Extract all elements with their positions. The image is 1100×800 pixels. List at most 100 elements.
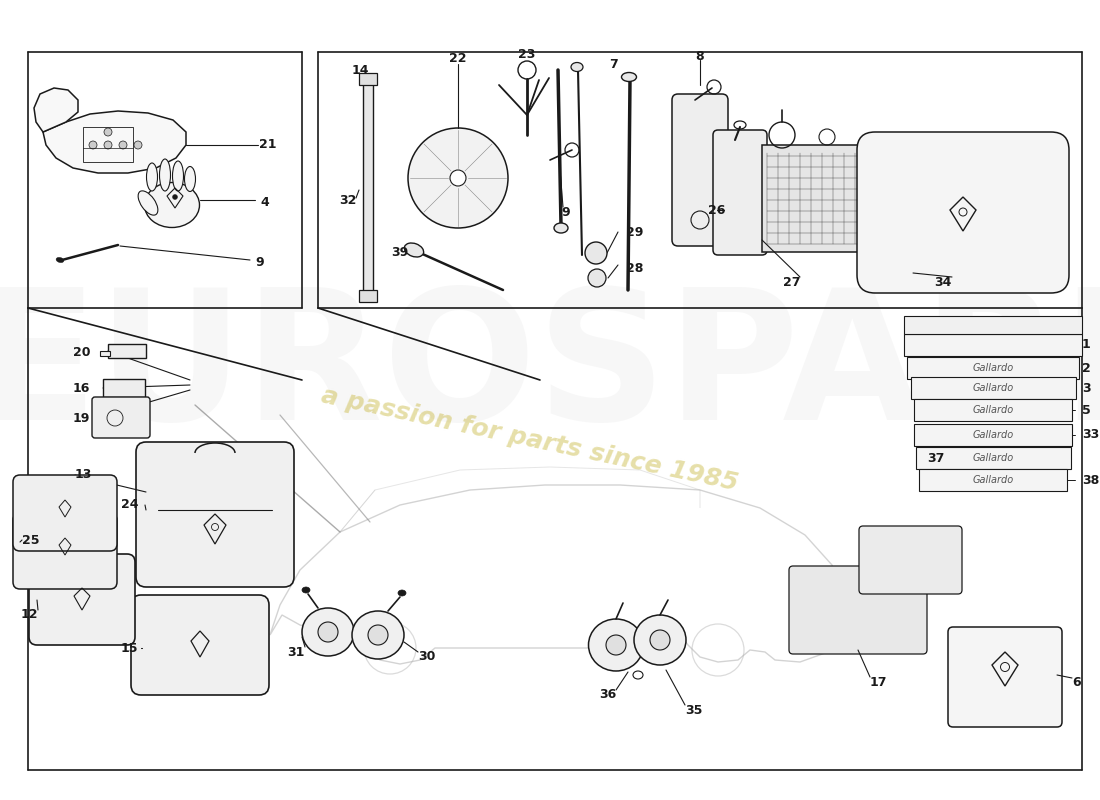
FancyBboxPatch shape <box>136 442 294 587</box>
Ellipse shape <box>405 243 424 257</box>
Text: 24: 24 <box>121 498 138 511</box>
Text: 23: 23 <box>518 49 536 62</box>
Bar <box>911 377 1076 399</box>
Text: 27: 27 <box>782 275 800 289</box>
Text: 9: 9 <box>255 255 264 269</box>
FancyBboxPatch shape <box>131 595 270 695</box>
Bar <box>904 334 1082 356</box>
Text: 31: 31 <box>287 646 305 658</box>
Text: 22: 22 <box>449 51 466 65</box>
FancyBboxPatch shape <box>29 554 135 645</box>
Text: 16: 16 <box>73 382 90 394</box>
Text: 4: 4 <box>261 195 270 209</box>
Text: Gallardo: Gallardo <box>972 430 1013 440</box>
Bar <box>108 344 146 358</box>
FancyBboxPatch shape <box>92 397 150 438</box>
Text: 7: 7 <box>609 58 618 70</box>
Ellipse shape <box>554 223 568 233</box>
Circle shape <box>318 622 338 642</box>
Bar <box>103 379 145 397</box>
Ellipse shape <box>621 73 637 82</box>
Ellipse shape <box>302 608 354 656</box>
Circle shape <box>588 269 606 287</box>
Ellipse shape <box>302 587 310 593</box>
Text: 39: 39 <box>390 246 408 258</box>
FancyBboxPatch shape <box>672 94 728 246</box>
Bar <box>100 351 110 356</box>
Ellipse shape <box>588 619 643 671</box>
Text: a passion for parts since 1985: a passion for parts since 1985 <box>319 384 740 496</box>
Bar <box>359 290 377 302</box>
Text: 8: 8 <box>695 50 704 62</box>
Text: 1: 1 <box>1082 338 1091 351</box>
Text: 28: 28 <box>626 262 644 274</box>
Circle shape <box>89 141 97 149</box>
Circle shape <box>585 242 607 264</box>
FancyBboxPatch shape <box>13 513 117 589</box>
Text: Gallardo: Gallardo <box>972 383 1013 393</box>
Bar <box>82 127 133 162</box>
Text: 36: 36 <box>598 689 616 702</box>
Text: 26: 26 <box>707 203 725 217</box>
Text: 17: 17 <box>870 675 888 689</box>
Ellipse shape <box>398 590 406 596</box>
Text: 15: 15 <box>121 642 138 654</box>
Ellipse shape <box>160 159 170 191</box>
Text: 5: 5 <box>1082 403 1091 417</box>
Bar <box>918 469 1067 491</box>
Ellipse shape <box>56 258 64 262</box>
Circle shape <box>104 141 112 149</box>
FancyBboxPatch shape <box>948 627 1062 727</box>
Ellipse shape <box>139 191 158 215</box>
Text: 38: 38 <box>1082 474 1099 486</box>
Text: 2: 2 <box>1082 362 1091 374</box>
Text: 14: 14 <box>351 63 369 77</box>
Text: 12: 12 <box>21 609 38 622</box>
Bar <box>363 75 373 300</box>
Text: 33: 33 <box>1082 429 1099 442</box>
FancyBboxPatch shape <box>13 475 117 551</box>
Circle shape <box>450 170 466 186</box>
Circle shape <box>650 630 670 650</box>
Text: Gallardo: Gallardo <box>972 475 1013 485</box>
Ellipse shape <box>571 62 583 71</box>
Bar <box>908 357 1079 379</box>
Circle shape <box>408 128 508 228</box>
Polygon shape <box>34 88 78 132</box>
Text: 29: 29 <box>626 226 644 238</box>
Text: 30: 30 <box>418 650 436 663</box>
Bar <box>914 424 1072 446</box>
Circle shape <box>119 141 126 149</box>
Text: 19: 19 <box>73 411 90 425</box>
Bar <box>904 316 1082 334</box>
Ellipse shape <box>634 615 686 665</box>
Text: 13: 13 <box>75 469 92 482</box>
Text: 37: 37 <box>927 451 945 465</box>
FancyBboxPatch shape <box>857 132 1069 293</box>
Text: 35: 35 <box>685 703 703 717</box>
Text: 9: 9 <box>562 206 570 219</box>
Text: 3: 3 <box>1082 382 1090 394</box>
FancyBboxPatch shape <box>859 526 962 594</box>
Text: Gallardo: Gallardo <box>972 405 1013 415</box>
Ellipse shape <box>146 163 157 191</box>
FancyBboxPatch shape <box>789 566 927 654</box>
Text: Gallardo: Gallardo <box>972 453 1013 463</box>
Circle shape <box>104 128 112 136</box>
Circle shape <box>173 194 177 199</box>
Text: 34: 34 <box>935 275 952 289</box>
Text: Gallardo: Gallardo <box>972 363 1013 373</box>
FancyBboxPatch shape <box>713 130 767 255</box>
Ellipse shape <box>352 611 404 659</box>
Text: 6: 6 <box>1072 675 1080 689</box>
Text: EUROSPARE: EUROSPARE <box>0 282 1100 458</box>
Text: 32: 32 <box>339 194 356 206</box>
Bar <box>359 73 377 85</box>
Ellipse shape <box>185 166 196 191</box>
Bar <box>914 399 1072 421</box>
Circle shape <box>134 141 142 149</box>
Circle shape <box>368 625 388 645</box>
Ellipse shape <box>144 182 199 227</box>
Text: 21: 21 <box>260 138 277 151</box>
Polygon shape <box>43 111 186 173</box>
